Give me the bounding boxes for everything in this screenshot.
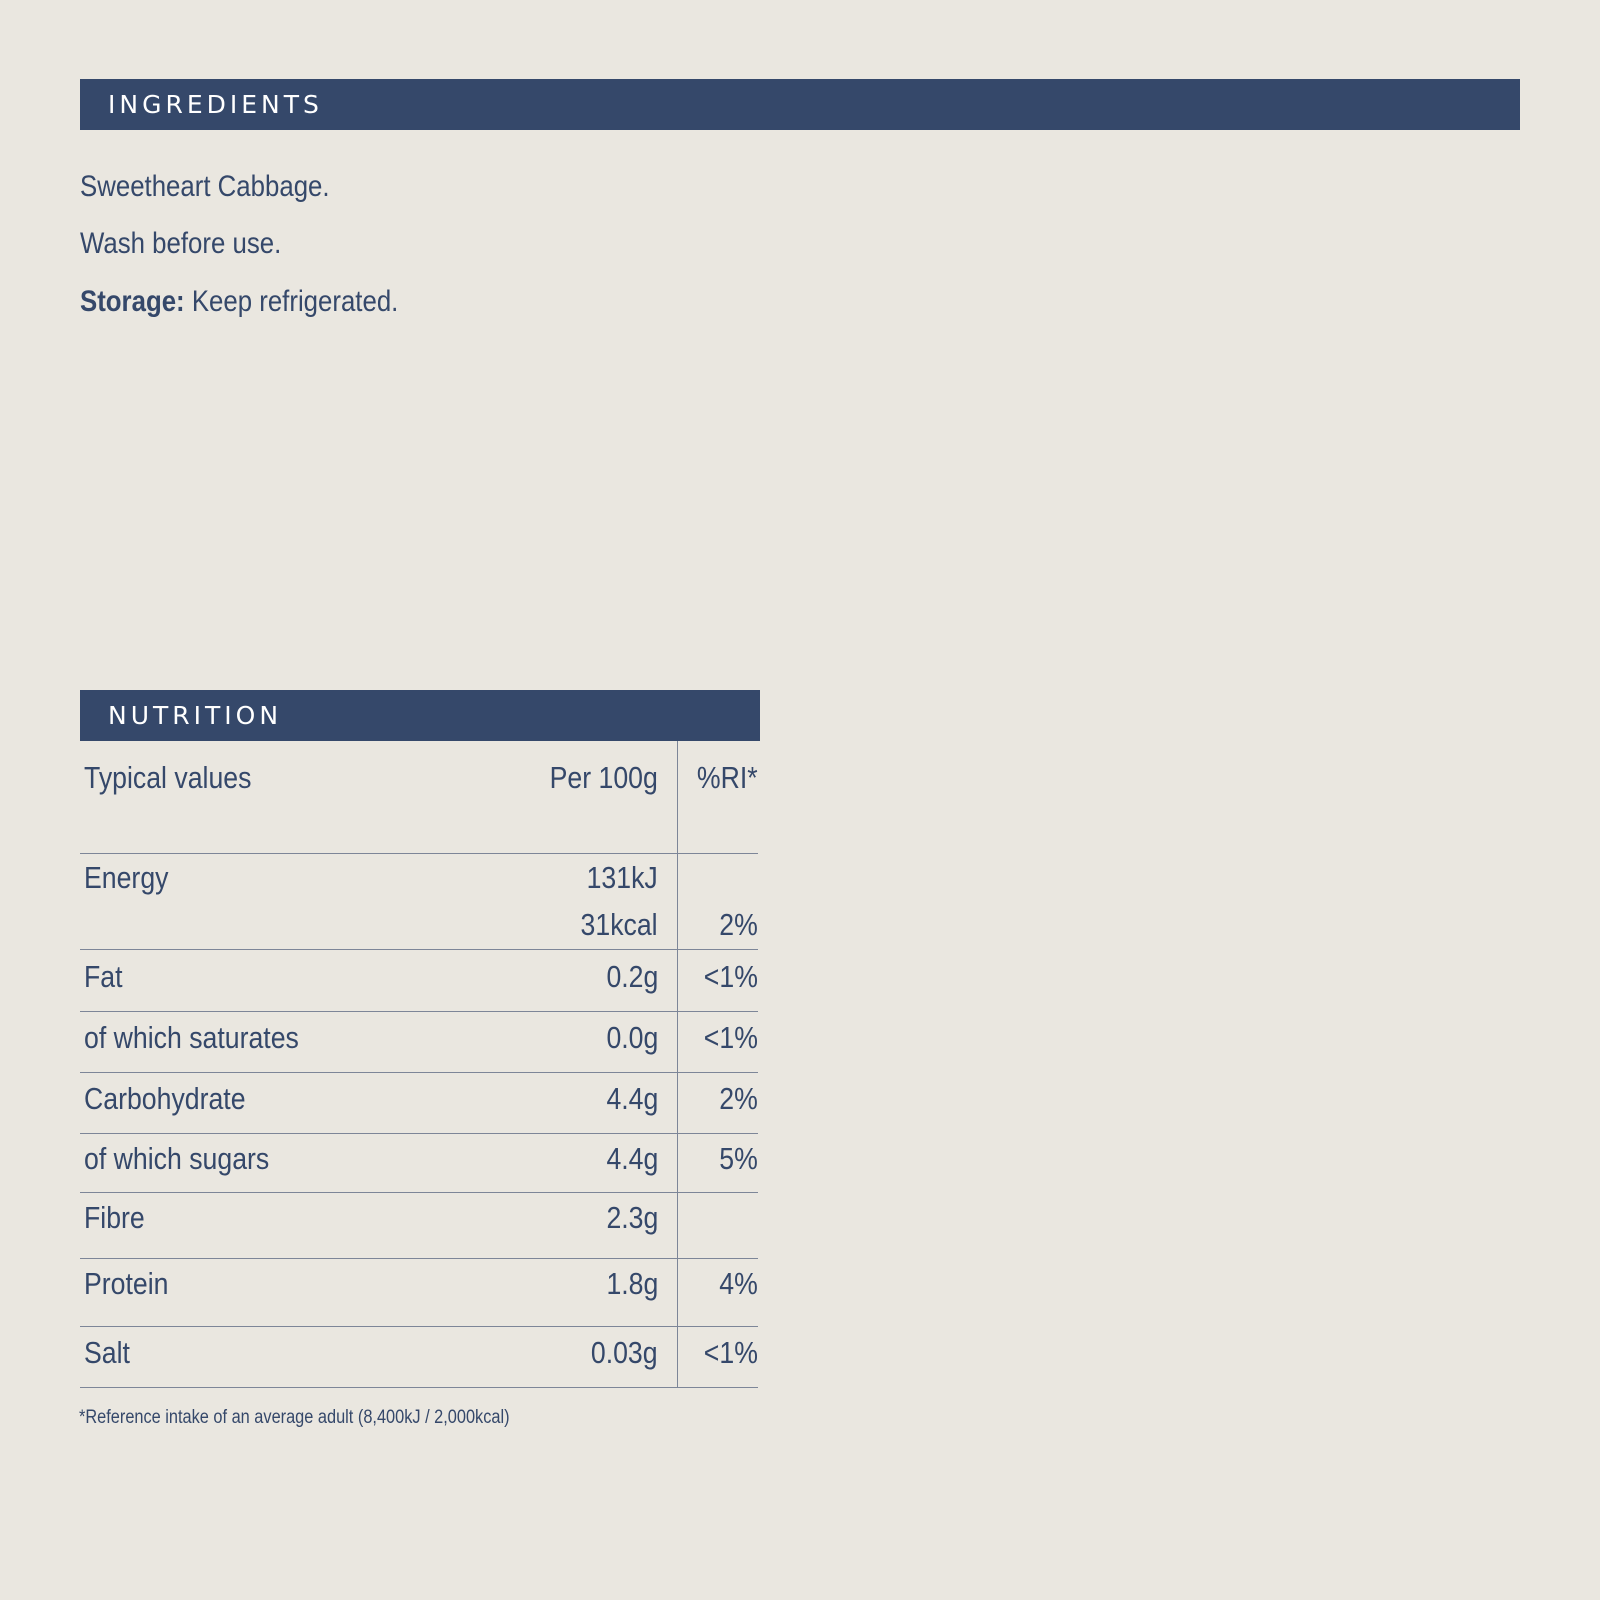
nutrient-ri: 2% — [719, 1081, 758, 1116]
storage-label: Storage: — [80, 285, 185, 318]
ingredients-heading: INGREDIENTS — [80, 79, 1520, 130]
nutrition-table: Typical values Per 100g %RI* Energy 131k… — [80, 741, 758, 1388]
nutrient-per-100g: 0.2g — [606, 959, 658, 994]
nutrient-ri: 5% — [719, 1141, 758, 1176]
nutrient-name: Fibre — [84, 1200, 145, 1235]
nutrient-name: Protein — [84, 1266, 169, 1301]
table-row: Protein 1.8g 4% — [80, 1259, 758, 1327]
nutrient-ri: <1% — [703, 959, 758, 994]
column-divider — [677, 741, 678, 1388]
header-typical-values: Typical values — [84, 760, 252, 795]
reference-intake-footnote: *Reference intake of an average adult (8… — [79, 1407, 510, 1428]
nutrient-per-100g: 0.03g — [591, 1335, 658, 1370]
nutrient-per-100g: 2.3g — [606, 1200, 658, 1235]
nutrient-ri: <1% — [703, 1020, 758, 1055]
table-row: of which sugars 4.4g 5% — [80, 1134, 758, 1193]
table-row: Fat 0.2g <1% — [80, 950, 758, 1012]
energy-kj: 131kJ — [586, 860, 658, 895]
header-ri: %RI* — [697, 760, 758, 795]
energy-ri: 2% — [719, 907, 758, 942]
storage-instruction: Storage: Keep refrigerated. — [80, 285, 398, 319]
nutrient-name: of which sugars — [84, 1141, 270, 1176]
nutrient-ri: 4% — [719, 1266, 758, 1301]
energy-kcal: 31kcal — [580, 907, 658, 942]
table-row: Fibre 2.3g — [80, 1193, 758, 1259]
table-header-row: Typical values Per 100g %RI* — [80, 741, 758, 854]
energy-label: Energy — [84, 860, 169, 895]
nutrient-name: of which saturates — [84, 1020, 299, 1055]
table-row: Salt 0.03g <1% — [80, 1327, 758, 1388]
table-row-energy: Energy 131kJ 31kcal 2% — [80, 854, 758, 950]
storage-text: Keep refrigerated. — [184, 285, 399, 318]
table-row: Carbohydrate 4.4g 2% — [80, 1073, 758, 1134]
nutrient-per-100g: 4.4g — [606, 1141, 658, 1176]
header-per-100g: Per 100g — [549, 760, 658, 795]
nutrient-ri: <1% — [703, 1335, 758, 1370]
nutrient-per-100g: 4.4g — [606, 1081, 658, 1116]
nutrient-name: Salt — [84, 1335, 130, 1370]
ingredients-text: Sweetheart Cabbage. — [80, 170, 330, 203]
nutrient-name: Carbohydrate — [84, 1081, 246, 1116]
table-row: of which saturates 0.0g <1% — [80, 1012, 758, 1073]
usage-instruction: Wash before use. — [80, 227, 282, 260]
nutrition-heading: NUTRITION — [80, 690, 760, 741]
nutrient-name: Fat — [84, 959, 123, 994]
nutrient-per-100g: 0.0g — [606, 1020, 658, 1055]
nutrient-per-100g: 1.8g — [606, 1266, 658, 1301]
